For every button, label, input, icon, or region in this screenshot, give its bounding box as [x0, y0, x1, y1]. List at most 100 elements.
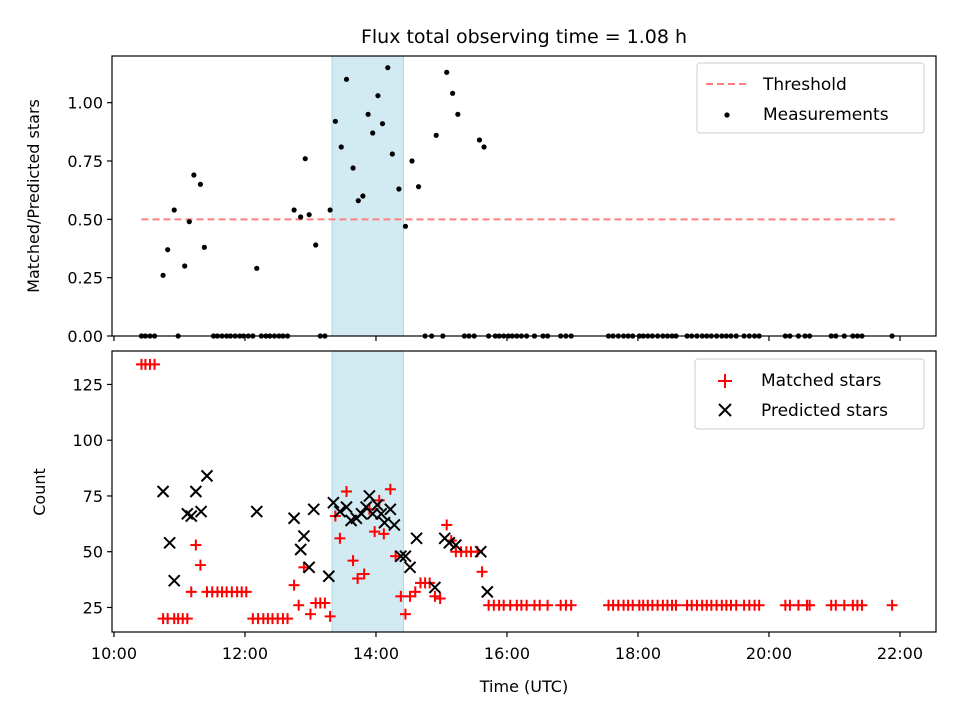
- x-tick-label: 18:00: [615, 644, 661, 663]
- y-tick-label: 0.75: [67, 152, 103, 171]
- predicted-star-marker: [189, 485, 203, 498]
- x-axis-label: Time (UTC): [479, 677, 568, 696]
- predicted-star-marker: [355, 507, 368, 521]
- legend-predicted-label: Predicted stars: [761, 401, 888, 421]
- matched-star-marker: [378, 528, 390, 540]
- predicted-star-marker: [340, 500, 353, 514]
- matched-star-marker: [804, 599, 816, 611]
- measurement-point: [360, 193, 366, 199]
- y-tick-label: 100: [72, 431, 103, 450]
- y-tick-label: 125: [72, 375, 103, 394]
- predicted-star-marker: [322, 570, 336, 583]
- matched-star-marker: [542, 599, 554, 611]
- top-y-axis-ticks: 0.00 0.25 0.50 0.75 1.00: [67, 94, 112, 346]
- x-tick-label: 10:00: [91, 644, 137, 663]
- matched-star-marker: [670, 599, 682, 611]
- measurement-point: [332, 118, 338, 124]
- x-tick-label: 16:00: [484, 644, 530, 663]
- measurement-point: [254, 265, 260, 271]
- predicted-star-marker: [163, 536, 176, 550]
- matched-star-marker: [304, 608, 316, 620]
- y-tick-label: 0.00: [67, 327, 103, 346]
- top-y-axis-label: Matched/Predicted stars: [24, 99, 43, 293]
- predicted-star-marker: [443, 536, 456, 550]
- matched-star-marker: [288, 579, 300, 591]
- measurement-point: [165, 247, 171, 253]
- bottom-x-axis-ticks: 10:00 12:00 14:00 16:00 18:00 20:00 22:00: [91, 632, 923, 663]
- top-legend: Threshold Measurements: [696, 62, 925, 134]
- matched-star-marker: [190, 539, 202, 551]
- y-tick-label: 0.25: [67, 269, 103, 288]
- measurement-point: [182, 263, 188, 269]
- predicted-star-marker: [294, 543, 307, 556]
- matched-star-marker: [565, 599, 577, 611]
- matched-star-marker: [429, 590, 441, 602]
- measurement-point: [313, 242, 319, 248]
- flux-ratio-panel: Flux total observing time = 1.08 h 0.000…: [24, 26, 937, 346]
- measurement-point: [160, 272, 166, 278]
- predicted-star-marker: [428, 581, 442, 594]
- measurement-point: [402, 223, 409, 229]
- matched-star-marker: [358, 568, 370, 580]
- legend-measurements-swatch: [724, 112, 730, 118]
- matched-star-marker: [324, 610, 336, 622]
- measurement-point: [396, 186, 402, 192]
- matched-star-marker: [185, 586, 197, 598]
- predicted-star-marker: [371, 498, 384, 512]
- matched-star-marker: [399, 608, 411, 620]
- measurement-point: [375, 93, 381, 99]
- matched-star-marker: [298, 561, 310, 573]
- predicted-star-marker: [194, 505, 208, 518]
- measurement-point: [343, 76, 350, 82]
- matched-star-marker: [441, 519, 453, 531]
- matched-star-marker: [369, 526, 381, 538]
- x-tick-label: 12:00: [222, 644, 268, 663]
- measurement-point: [481, 144, 487, 150]
- y-tick-label: 0.50: [67, 210, 103, 229]
- matched-star-marker: [476, 566, 488, 578]
- predicted-star-marker: [410, 532, 423, 545]
- matched-star-marker: [347, 555, 359, 567]
- measurement-point: [409, 158, 415, 164]
- matched-star-marker: [334, 532, 346, 544]
- matched-star-marker: [181, 613, 193, 625]
- measurement-point: [306, 212, 312, 218]
- chart-title: Flux total observing time = 1.08 h: [361, 26, 687, 48]
- predicted-star-marker: [327, 496, 340, 509]
- measurement-point: [389, 151, 395, 157]
- bottom-y-axis-ticks: 25 50 75 100 125: [72, 375, 112, 617]
- measurement-point: [186, 219, 192, 225]
- predicted-star-marker: [474, 545, 487, 558]
- predicted-star-marker: [375, 507, 388, 521]
- legend-measurements-label: Measurements: [763, 105, 889, 125]
- matched-star-marker: [352, 572, 364, 584]
- y-tick-label: 75: [83, 487, 103, 506]
- y-tick-label: 1.00: [67, 94, 103, 113]
- matched-star-marker: [434, 593, 446, 605]
- predicted-star-marker: [302, 561, 316, 574]
- counts-panel: 25 50 75 100 125 10:00 12:00 14:00 16:00 18:00 20…: [30, 350, 937, 696]
- top-legend-box: [696, 62, 925, 134]
- x-tick-label: 22:00: [877, 644, 923, 663]
- matched-star-marker: [240, 586, 252, 598]
- bottom-legend-box: [694, 358, 925, 430]
- bottom-legend: Matched stars Predicted stars: [694, 358, 925, 430]
- predicted-star-marker: [384, 503, 397, 516]
- predicted-star-marker: [378, 516, 391, 529]
- predicted-star-marker: [168, 574, 181, 587]
- measurement-point: [197, 181, 204, 187]
- predicted-star-marker: [156, 485, 170, 498]
- legend-matched-label: Matched stars: [761, 371, 881, 391]
- y-tick-label: 25: [83, 598, 103, 617]
- measurement-point: [350, 165, 356, 171]
- legend-predicted-swatch: [718, 403, 732, 417]
- bottom-data-marks: [135, 358, 898, 625]
- predicted-star-marker: [287, 512, 301, 525]
- matched-star-marker: [395, 590, 407, 602]
- predicted-star-marker: [388, 518, 401, 532]
- bottom-plot-frame: [111, 350, 937, 633]
- predicted-star-marker: [449, 538, 463, 552]
- measurement-point: [191, 172, 197, 178]
- measurement-point: [201, 244, 207, 250]
